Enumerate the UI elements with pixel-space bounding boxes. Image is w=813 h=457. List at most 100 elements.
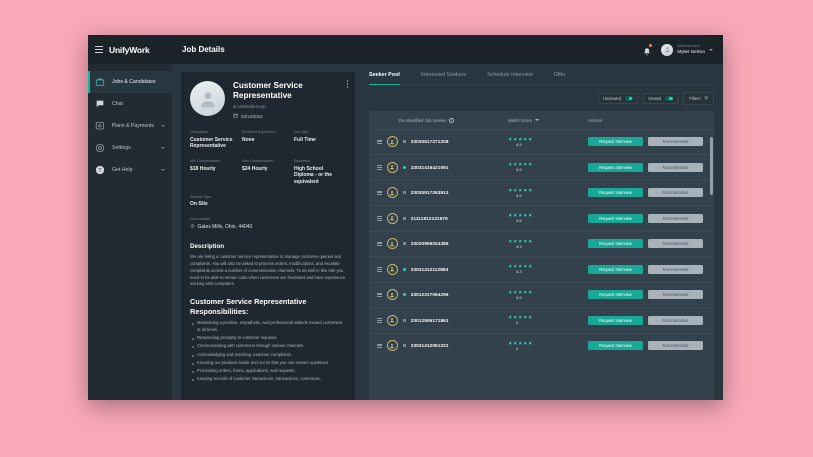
drag-handle-icon[interactable] <box>377 292 382 297</box>
drag-handle-icon[interactable] <box>377 267 382 272</box>
filters-button[interactable]: Filters <box>683 92 714 105</box>
seeker-avatar-icon <box>386 212 398 224</box>
field-value: High School Diploma - or the equivalent <box>293 165 333 186</box>
notification-badge <box>648 43 654 48</box>
chevron-down-icon[interactable] <box>161 169 165 171</box>
status-badge <box>402 165 406 169</box>
sidebar-item-plans-and-payments[interactable]: Plans & Payments <box>88 115 172 137</box>
request-interview-button[interactable]: Request Interview <box>588 162 643 172</box>
drag-handle-icon[interactable] <box>377 216 382 221</box>
chevron-down-icon[interactable] <box>161 125 165 127</box>
seeker-cell: 23031412061221 <box>377 340 508 352</box>
seeker-avatar-icon <box>386 263 398 275</box>
job-company: at Umbrella Corp <box>233 104 266 109</box>
drag-handle-icon[interactable] <box>377 343 382 348</box>
sidebar-item-chat[interactable]: Chat <box>88 93 172 115</box>
not-interested-button[interactable]: Not Interested <box>648 213 703 223</box>
briefcase-icon <box>95 77 105 87</box>
match-score-cell: 4.3 <box>508 264 588 274</box>
toggle-switch[interactable] <box>665 95 674 101</box>
not-interested-button[interactable]: Not Interested <box>648 264 703 274</box>
sidebar-item-jobs-and-candidates[interactable]: Jobs & Candidates <box>88 71 172 93</box>
not-interested-button[interactable]: Not Interested <box>648 188 703 198</box>
match-score-value: 4.5 <box>516 294 522 300</box>
toggle-switch[interactable] <box>624 95 633 101</box>
tab-offer[interactable]: Offer <box>553 72 566 78</box>
table-row[interactable]: 23030917263513 4.5 Request Interview Not… <box>369 179 714 206</box>
filters-label: Filters <box>689 95 701 101</box>
field-education: Education High School Diploma - or the e… <box>294 159 346 186</box>
job-header: Customer Service Representative at Umbre… <box>190 81 346 119</box>
field-label: Max Compensation <box>241 159 273 163</box>
sidebar-item-get-help[interactable]: ? Get Help <box>88 159 172 181</box>
status-badge <box>402 344 406 348</box>
gear-icon <box>95 143 105 153</box>
column-header-match-score[interactable]: Match Score <box>508 118 588 123</box>
request-interview-button[interactable]: Request Interview <box>588 290 643 300</box>
brand-header: UnifyWork <box>88 35 172 64</box>
seeker-cell: 23031412112894 <box>377 263 508 275</box>
field-job-location: Job Location Gates Mills, Ohio, 44040 <box>190 217 346 232</box>
drag-handle-icon[interactable] <box>377 165 382 170</box>
not-interested-button[interactable]: Not Interested <box>648 290 703 300</box>
table-row[interactable]: 23031412061221 4 Request Interview Not I… <box>369 332 714 359</box>
star-rating-icon <box>508 213 532 217</box>
request-interview-button[interactable]: Request Interview <box>588 264 643 274</box>
request-interview-button[interactable]: Request Interview <box>588 315 643 325</box>
drag-handle-icon[interactable] <box>377 139 382 144</box>
field-value: $24 Hourly <box>241 165 268 172</box>
request-interview-button[interactable]: Request Interview <box>588 213 643 223</box>
user-greeting: Welcome back <box>677 43 700 48</box>
request-interview-button[interactable]: Request Interview <box>588 341 643 351</box>
filter-icon <box>703 96 709 102</box>
request-interview-button[interactable]: Request Interview <box>588 137 643 147</box>
status-badge <box>402 140 406 144</box>
request-interview-button[interactable]: Request Interview <box>588 188 643 198</box>
table-row[interactable]: 23031416421091 4.5 Request Interview Not… <box>369 154 714 180</box>
field-label: Job Type <box>293 130 309 134</box>
request-interview-button[interactable]: Request Interview <box>588 239 643 249</box>
chevron-down-icon[interactable] <box>161 147 165 149</box>
sort-descending-icon[interactable] <box>535 119 540 121</box>
not-interested-button[interactable]: Not Interested <box>648 162 703 172</box>
not-interested-button[interactable]: Not Interested <box>648 341 703 351</box>
vertical-scrollbar[interactable] <box>710 136 713 195</box>
info-icon[interactable]: i <box>449 117 455 123</box>
seeker-id: 23012317064296 <box>410 292 449 298</box>
table-row[interactable]: 23031412112894 4.3 Request Interview Not… <box>369 256 714 282</box>
table-row[interactable]: 23012506171861 4 Request Interview Not I… <box>369 307 714 333</box>
actions-cell: Request Interview Not Interested <box>588 162 706 172</box>
table-row[interactable]: 23030617271208 4.5 Request Interview Not… <box>369 128 714 155</box>
drag-handle-icon[interactable] <box>377 241 382 246</box>
brand-name: UnifyWork <box>109 44 150 55</box>
status-badge <box>402 267 406 271</box>
drag-handle-icon[interactable] <box>377 318 382 323</box>
not-interested-button[interactable]: Not Interested <box>648 137 703 147</box>
table-body: 23030617271208 4.5 Request Interview Not… <box>369 128 714 401</box>
sidebar-item-settings[interactable]: Settings <box>88 137 172 159</box>
hamburger-icon[interactable] <box>95 46 103 53</box>
toggle-viewed[interactable]: Viewed <box>642 92 679 104</box>
not-interested-button[interactable]: Not Interested <box>648 239 703 249</box>
toggle-unviewed[interactable]: Unviewed <box>598 92 638 104</box>
actions-cell: Request Interview Not Interested <box>588 290 706 300</box>
list-item: Maintaining a positive, empathetic, and … <box>190 320 346 333</box>
seeker-id: 23031412061221 <box>410 343 449 349</box>
notification-bell-icon[interactable] <box>642 43 654 56</box>
tab-seeker-pool[interactable]: Seeker Pool <box>369 72 400 85</box>
table-row[interactable]: 21111912131979 4.5 Request Interview Not… <box>369 205 714 231</box>
seeker-avatar-icon <box>386 136 398 148</box>
table-row[interactable]: 23020906024385 4.3 Request Interview Not… <box>369 230 714 257</box>
user-menu[interactable]: Welcome back Myles Nelson <box>661 43 713 56</box>
table-row[interactable]: 23012317064296 4.5 Request Interview Not… <box>369 281 714 308</box>
field-value: None <box>241 136 255 143</box>
column-label: De-Identified Job Seeker <box>399 117 447 123</box>
status-badge <box>402 216 406 220</box>
match-score-cell: 4.5 <box>508 162 588 172</box>
chevron-down-icon[interactable] <box>709 48 713 51</box>
not-interested-button[interactable]: Not Interested <box>648 315 703 325</box>
drag-handle-icon[interactable] <box>377 190 382 195</box>
tab-schedule-interview[interactable]: Schedule Interview <box>487 72 533 78</box>
kebab-menu-icon[interactable] <box>346 80 348 88</box>
tab-interested-seekers[interactable]: Interested Seekers <box>420 72 467 78</box>
